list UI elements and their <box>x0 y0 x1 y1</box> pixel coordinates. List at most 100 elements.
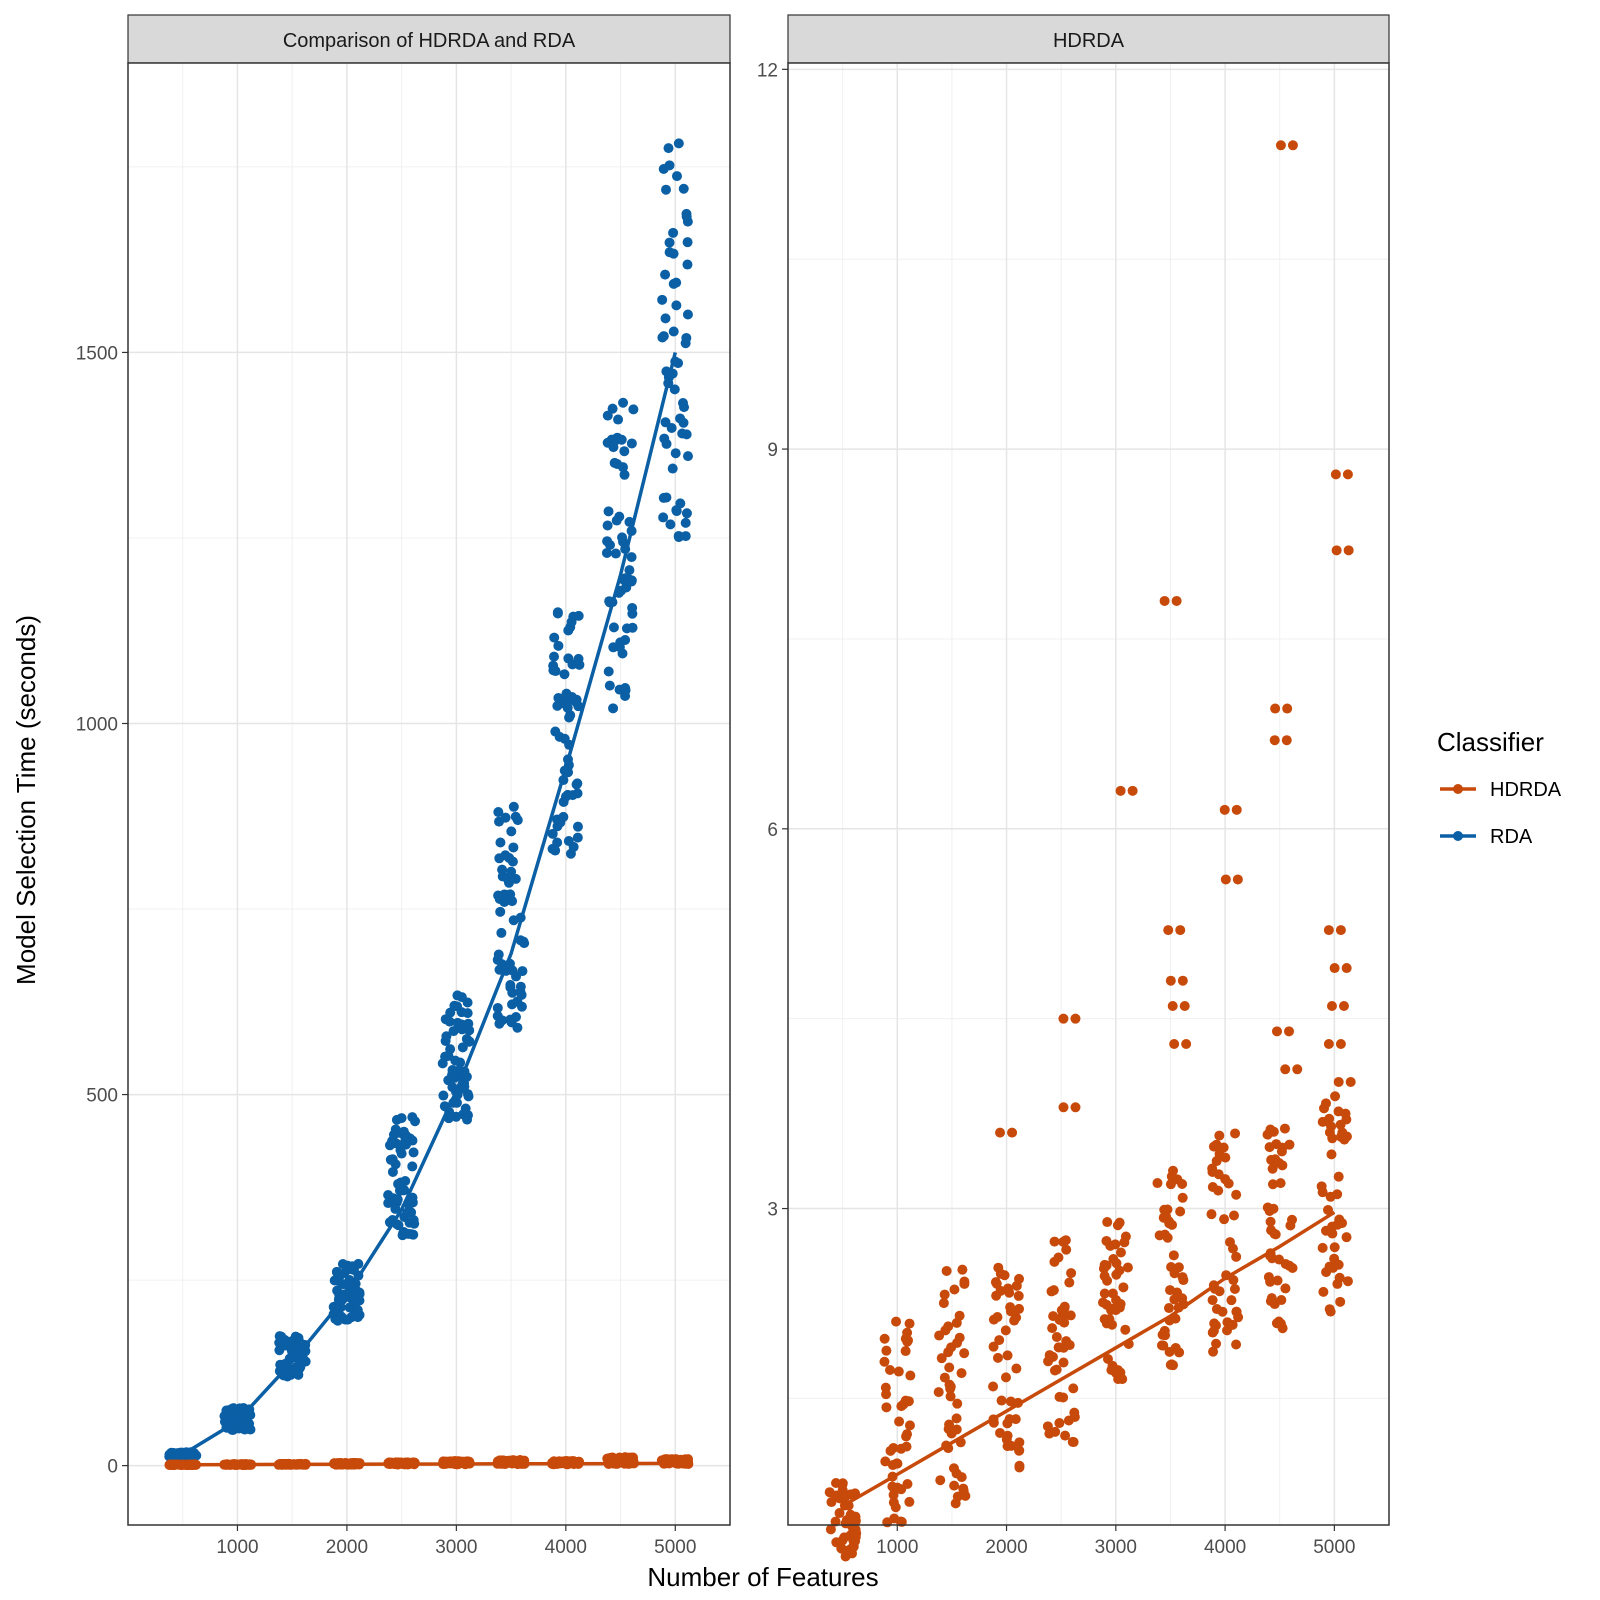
point-hdrda <box>1014 1460 1025 1471</box>
point-hdrda <box>996 1395 1007 1406</box>
point-hdrda <box>1172 1287 1183 1298</box>
point-rda <box>339 1268 350 1279</box>
point-hdrda <box>1102 1353 1113 1364</box>
point-hdrda <box>1061 1244 1072 1255</box>
legend-title: Classifier <box>1437 727 1544 757</box>
point-rda <box>671 171 682 182</box>
point-rda <box>401 1139 412 1150</box>
point-hdrda <box>1011 1363 1022 1374</box>
point-hdrda <box>1317 1242 1328 1253</box>
point-hdrda <box>1329 1253 1340 1264</box>
point-hdrda <box>1326 1001 1337 1012</box>
point-hdrda <box>879 1333 890 1344</box>
point-rda <box>563 836 574 847</box>
point-rda <box>549 651 560 662</box>
point-hdrda <box>1271 1026 1282 1037</box>
panel-2: HDRDA 1000 2000 3000 4000 5000 3 6 9 12 <box>757 14 1390 1562</box>
point-hdrda <box>1207 1181 1218 1192</box>
point-hdrda <box>1169 1268 1180 1279</box>
point-rda <box>547 828 558 839</box>
point-hdrda <box>1152 1178 1163 1189</box>
point-hdrda <box>1334 1272 1345 1283</box>
point-rda <box>573 653 584 664</box>
point-rda <box>548 665 559 676</box>
point-hdrda <box>1163 925 1174 936</box>
point-rda <box>669 384 680 395</box>
y-tick-label: 6 <box>767 820 778 841</box>
point-hdrda <box>1118 1282 1129 1293</box>
point-hdrda <box>1345 1076 1356 1087</box>
point-hdrda <box>834 1493 845 1504</box>
point-hdrda <box>1220 874 1231 885</box>
point-hdrda <box>1219 1214 1230 1225</box>
point-rda <box>602 520 613 531</box>
point-hdrda <box>1043 1356 1054 1367</box>
point-hdrda <box>1059 1301 1070 1312</box>
point-rda <box>626 438 637 449</box>
trend-line-hdrda <box>182 1461 676 1467</box>
point-hdrda <box>1208 1325 1219 1336</box>
point-hdrda <box>1005 1302 1016 1313</box>
point-rda <box>451 1111 462 1122</box>
point-hdrda <box>1333 1171 1344 1182</box>
point-hdrda <box>881 1402 892 1413</box>
point-rda <box>496 927 507 938</box>
point-hdrda <box>959 1278 970 1289</box>
point-hdrda <box>881 1345 892 1356</box>
point-rda <box>658 512 669 523</box>
point-hdrda <box>943 1347 954 1358</box>
point-hdrda <box>960 1490 971 1501</box>
point-hdrda <box>1167 1001 1178 1012</box>
point-hdrda <box>1002 1418 1013 1429</box>
point-hdrda <box>1107 1303 1118 1314</box>
point-hdrda <box>1282 703 1293 714</box>
point-hdrda <box>903 1335 914 1346</box>
point-rda <box>332 1315 343 1326</box>
point-hdrda <box>1267 1163 1278 1174</box>
point-hdrda <box>1326 1149 1337 1160</box>
point-rda <box>562 789 573 800</box>
point-rda <box>664 247 675 258</box>
point-hdrda <box>1154 1230 1165 1241</box>
point-hdrda <box>900 1346 911 1357</box>
point-hdrda <box>1280 1283 1291 1294</box>
panel-background <box>788 63 1389 1525</box>
point-hdrda <box>1000 1325 1011 1336</box>
panels: Comparison of HDRDA and RDA 1000 2000 3000 4… <box>76 14 1390 1562</box>
point-hdrda <box>995 1268 1006 1279</box>
point-rda <box>618 397 629 408</box>
point-hdrda <box>1270 1229 1281 1240</box>
point-rda <box>663 143 674 154</box>
data-points <box>824 140 1356 1562</box>
point-rda <box>508 801 519 812</box>
point-hdrda <box>1177 1272 1188 1283</box>
point-rda <box>620 685 631 696</box>
point-hdrda <box>1157 1329 1168 1340</box>
point-hdrda <box>888 1497 899 1508</box>
point-hdrda <box>1171 595 1182 606</box>
point-hdrda <box>1049 1365 1060 1376</box>
point-rda <box>549 632 560 643</box>
point-hdrda <box>1207 1163 1218 1174</box>
point-hdrda <box>1214 1130 1225 1141</box>
point-hdrda <box>1292 1064 1303 1075</box>
point-rda <box>566 616 577 627</box>
point-rda <box>558 811 569 822</box>
point-hdrda <box>1284 1260 1295 1271</box>
point-hdrda <box>938 1298 949 1309</box>
point-hdrda <box>904 1420 915 1431</box>
point-hdrda <box>1115 785 1126 796</box>
point-hdrda <box>1323 925 1334 936</box>
point-hdrda <box>847 1548 858 1559</box>
point-rda <box>492 1002 503 1013</box>
point-rda <box>668 326 679 337</box>
point-hdrda <box>1318 1286 1329 1297</box>
point-rda <box>396 1148 407 1159</box>
point-hdrda <box>1098 1297 1109 1308</box>
point-rda <box>440 1035 451 1046</box>
point-hdrda <box>1211 1156 1222 1167</box>
point-rda <box>571 779 582 790</box>
point-hdrda <box>1338 1001 1349 1012</box>
point-hdrda <box>1222 1325 1233 1336</box>
point-hdrda <box>836 1543 847 1554</box>
